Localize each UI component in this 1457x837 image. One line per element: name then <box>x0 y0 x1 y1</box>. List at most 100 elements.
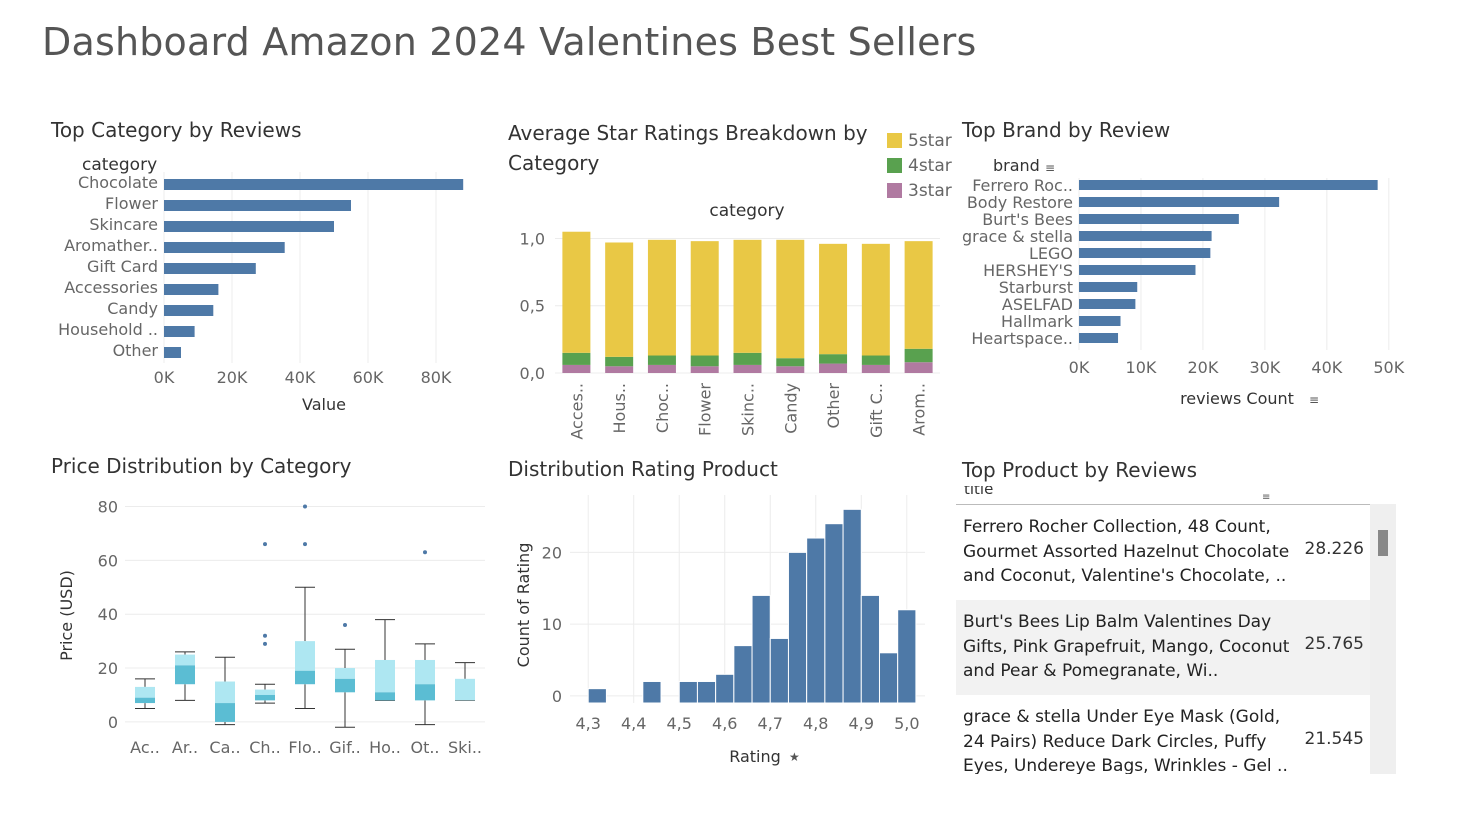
outlier-point <box>343 622 347 627</box>
table-header[interactable]: title ≡ <box>956 486 1370 505</box>
stack-segment-4star <box>605 356 634 367</box>
category-bar <box>164 305 214 316</box>
y-tick-label: 20 <box>542 543 562 562</box>
x-axis-title: reviews Count <box>1180 389 1294 408</box>
scrollbar-thumb[interactable] <box>1378 530 1388 556</box>
y-tick-label: 80 <box>98 497 118 516</box>
box-lower <box>335 678 355 693</box>
category-label: Other <box>113 341 159 360</box>
rating-distribution-title: Distribution Rating Product <box>508 457 778 481</box>
table-row[interactable]: Burt's Bees Lip Balm Valentines Day Gift… <box>956 600 1370 695</box>
x-tick-label: 5,0 <box>894 714 919 733</box>
y-tick-label: 0,0 <box>520 364 545 383</box>
brand-bar <box>1079 197 1280 207</box>
stack-segment-5star <box>819 243 848 355</box>
category-label: Gift Card <box>87 257 158 276</box>
outlier-point <box>303 504 307 509</box>
sort-icon[interactable]: ≡ <box>1262 492 1271 503</box>
stack-segment-4star <box>904 348 933 363</box>
review-count: 28.226 <box>1304 539 1364 559</box>
x-tick-label: Gift C.. <box>867 383 886 438</box>
histogram-bar <box>897 609 917 704</box>
brand-label: Heartspace.. <box>971 329 1073 348</box>
stack-segment-5star <box>733 239 762 353</box>
histogram-bar <box>806 537 826 704</box>
category-bar <box>164 326 195 337</box>
x-tick-label: 20K <box>217 368 248 387</box>
stack-segment-3star <box>733 364 762 373</box>
histogram-bar <box>824 523 844 704</box>
product-title: Burt's Bees Lip Balm Valentines Day Gift… <box>963 612 1290 681</box>
y-tick-label: 20 <box>98 659 118 678</box>
category-label: Accessories <box>64 278 158 297</box>
x-axis-title: Value <box>302 395 346 414</box>
x-tick-label: Candy <box>781 383 800 434</box>
brand-label: grace & stella <box>962 227 1073 246</box>
histogram-bar <box>715 673 735 704</box>
stack-segment-3star <box>690 366 719 373</box>
stack-segment-3star <box>776 366 805 373</box>
x-tick-label: 50K <box>1373 358 1404 377</box>
outlier-point <box>263 641 267 646</box>
histogram-bar <box>587 688 607 704</box>
x-tick-label: 20K <box>1187 358 1218 377</box>
brand-reviews-title: Top Brand by Review <box>962 118 1171 142</box>
stack-segment-4star <box>819 354 848 364</box>
brand-bar <box>1079 333 1119 343</box>
review-count: 21.545 <box>1304 729 1364 749</box>
box-upper <box>335 668 355 679</box>
brand-label: Ferrero Roc.. <box>972 176 1073 195</box>
brand-bar <box>1079 214 1239 224</box>
y-axis-title: Price (USD) <box>57 570 76 661</box>
y-axis-title: Count of Rating <box>514 543 533 668</box>
x-tick-label: Ski.. <box>448 738 482 757</box>
stack-segment-4star <box>647 355 676 365</box>
category-bar <box>164 221 334 232</box>
box-lower <box>295 670 315 685</box>
x-tick-label: Ar.. <box>172 738 198 757</box>
histogram-bar <box>787 551 808 704</box>
stack-segment-3star <box>904 362 933 373</box>
y-tick-label: 60 <box>98 551 118 570</box>
brand-label: Body Restore <box>967 193 1073 212</box>
box-lower <box>415 684 435 701</box>
x-tick-label: Skinc.. <box>739 383 758 436</box>
brand-label: Starburst <box>999 278 1073 297</box>
box-upper <box>255 689 275 695</box>
x-tick-label: 0K <box>154 368 175 387</box>
legend-label: 3star <box>908 181 952 201</box>
table-row[interactable]: grace & stella Under Eye Mask (Gold, 24 … <box>956 695 1370 774</box>
brand-bar <box>1079 180 1378 190</box>
box-lower <box>375 692 395 701</box>
sort-icon: ≡ <box>1309 393 1319 407</box>
outlier-point <box>263 633 267 638</box>
x-tick-label: 4,3 <box>575 714 600 733</box>
histogram-bar <box>733 645 753 704</box>
x-tick-label: 4,5 <box>667 714 692 733</box>
price-distribution-chart: 0 20 40 60 80 Price (USD) Ac.. Ar.. Ca.. Ch.. Flo.… <box>57 497 485 757</box>
category-bar <box>164 263 256 274</box>
table-scrollbar[interactable] <box>1370 504 1396 774</box>
legend-swatch <box>887 133 902 148</box>
table-row[interactable]: Ferrero Rocher Collection, 48 Count, Gou… <box>956 505 1370 600</box>
table-header-title: title <box>964 486 994 498</box>
category-label: Chocolate <box>78 173 158 192</box>
box-lower <box>135 697 155 704</box>
histogram-bar <box>642 680 662 704</box>
brand-label: Hallmark <box>1001 312 1074 331</box>
y-tick-label: 40 <box>98 605 118 624</box>
brand-bar <box>1079 316 1121 326</box>
category-bar <box>164 284 219 295</box>
box-upper <box>135 686 155 698</box>
x-tick-label: 4,9 <box>849 714 874 733</box>
outlier-point <box>423 550 427 555</box>
brand-label: LEGO <box>1029 244 1073 263</box>
x-tick-label: Ca.. <box>209 738 240 757</box>
outlier-point <box>263 542 267 547</box>
review-count: 25.765 <box>1304 634 1364 654</box>
x-tick-label: 4,7 <box>758 714 783 733</box>
star-breakdown-chart: category 0,0 0,5 1,0 Acces.. Hous.. Choc.. Flow… <box>520 131 952 440</box>
x-tick-label: 0K <box>1069 358 1090 377</box>
